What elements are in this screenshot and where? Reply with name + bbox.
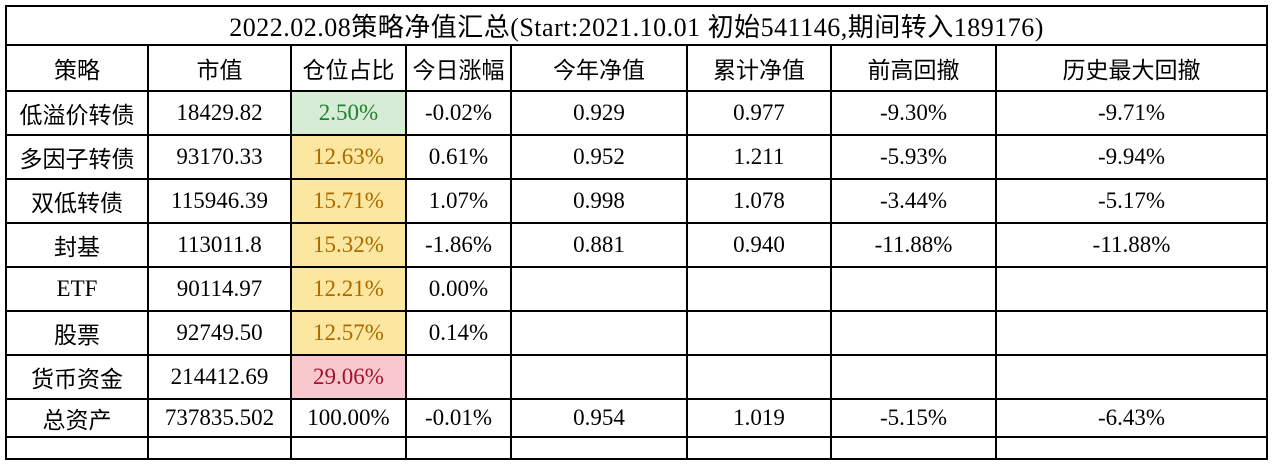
- table-row-0: 低溢价转债 18429.82 2.50% -0.02% 0.929 0.977 -9.30%…: [5, 90, 1269, 136]
- cell-r5-c7: [994, 310, 1269, 356]
- partial-cell-c5: [686, 436, 832, 460]
- cell-r4-c4: [510, 266, 688, 312]
- cell-r2-c2: 15.71%: [290, 178, 407, 224]
- cell-r3-c2: 15.32%: [290, 222, 407, 268]
- cell-r6-c7: [994, 354, 1269, 400]
- table-row-1: 多因子转债 93170.33 12.63% 0.61% 0.952 1.211 -5.93%…: [5, 134, 1269, 180]
- cell-r5-c1: 92749.50: [147, 310, 292, 356]
- cell-r4-c7: [994, 266, 1269, 312]
- table-row-2: 双低转债 115946.39 15.71% 1.07% 0.998 1.078 -3.44%…: [5, 178, 1269, 224]
- cell-r1-c5: 1.211: [686, 134, 832, 180]
- table-row-5: 股票 92749.50 12.57% 0.14%: [5, 310, 1269, 356]
- partial-cell-c4: [510, 436, 688, 460]
- cell-r7-c1: 737835.502: [147, 398, 292, 438]
- cell-r1-c2: 12.63%: [290, 134, 407, 180]
- cell-r4-c3: 0.00%: [405, 266, 512, 312]
- cell-r7-c4: 0.954: [510, 398, 688, 438]
- cell-r0-c4: 0.929: [510, 90, 688, 136]
- column-header-6: 前高回撤: [830, 44, 997, 92]
- cell-r7-c7: -6.43%: [994, 398, 1269, 438]
- cell-r3-c0: 封基: [5, 222, 149, 268]
- cell-r1-c7: -9.94%: [994, 134, 1269, 180]
- cell-r4-c6: [830, 266, 997, 312]
- cell-r3-c7: -11.88%: [994, 222, 1269, 268]
- cell-r3-c3: -1.86%: [405, 222, 512, 268]
- cell-r6-c6: [830, 354, 997, 400]
- cell-r5-c3: 0.14%: [405, 310, 512, 356]
- cell-r3-c5: 0.940: [686, 222, 832, 268]
- cell-r0-c5: 0.977: [686, 90, 832, 136]
- title-row: 2022.02.08策略净值汇总(Start:2021.10.01 初始5411…: [4, 5, 1269, 46]
- cell-r6-c3: [405, 354, 512, 400]
- table-row-7: 总资产 737835.502 100.00% -0.01% 0.954 1.019 -5.1…: [5, 398, 1269, 438]
- cell-r5-c2: 12.57%: [290, 310, 407, 356]
- column-header-3: 今日涨幅: [405, 44, 512, 92]
- cell-r7-c0: 总资产: [5, 398, 149, 438]
- column-header-5: 累计净值: [686, 44, 832, 92]
- column-header-2: 仓位占比: [290, 44, 407, 92]
- table-row-3: 封基 113011.8 15.32% -1.86% 0.881 0.940 -11.88% -…: [5, 222, 1269, 268]
- partial-cell-c1: [147, 436, 292, 460]
- column-header-4: 今年净值: [510, 44, 688, 92]
- cell-r4-c2: 12.21%: [290, 266, 407, 312]
- column-header-0: 策略: [5, 44, 149, 92]
- cell-r0-c6: -9.30%: [830, 90, 997, 136]
- cell-r5-c6: [830, 310, 997, 356]
- cell-r6-c2: 29.06%: [290, 354, 407, 400]
- header-row: 策略 市值 仓位占比 今日涨幅 今年净值 累计净值 前高回撤 历史最大回撤: [5, 44, 1269, 92]
- cell-r4-c0: ETF: [5, 266, 149, 312]
- cell-r2-c3: 1.07%: [405, 178, 512, 224]
- cell-r7-c5: 1.019: [686, 398, 832, 438]
- cell-r2-c6: -3.44%: [830, 178, 997, 224]
- partial-cell-c2: [290, 436, 407, 460]
- cell-r5-c0: 股票: [5, 310, 149, 356]
- cell-r1-c6: -5.93%: [830, 134, 997, 180]
- cell-r7-c6: -5.15%: [830, 398, 997, 438]
- cell-r2-c0: 双低转债: [5, 178, 149, 224]
- cell-r0-c1: 18429.82: [147, 90, 292, 136]
- cell-r0-c2: 2.50%: [290, 90, 407, 136]
- cell-r1-c3: 0.61%: [405, 134, 512, 180]
- table-row-6: 货币资金 214412.69 29.06%: [5, 354, 1269, 400]
- cell-r0-c0: 低溢价转债: [5, 90, 149, 136]
- cell-r0-c3: -0.02%: [405, 90, 512, 136]
- cell-r4-c1: 90114.97: [147, 266, 292, 312]
- cell-r7-c3: -0.01%: [405, 398, 512, 438]
- cell-r5-c5: [686, 310, 832, 356]
- strategy-nav-summary-table: 2022.02.08策略净值汇总(Start:2021.10.01 初始5411…: [4, 5, 1269, 460]
- cell-r0-c7: -9.71%: [994, 90, 1269, 136]
- partial-cell-c6: [830, 436, 997, 460]
- cell-r5-c4: [510, 310, 688, 356]
- cell-r1-c0: 多因子转债: [5, 134, 149, 180]
- partial-cell-c0: [5, 436, 149, 460]
- cell-r3-c1: 113011.8: [147, 222, 292, 268]
- cell-r2-c1: 115946.39: [147, 178, 292, 224]
- cell-r6-c4: [510, 354, 688, 400]
- cell-r6-c0: 货币资金: [5, 354, 149, 400]
- cell-r7-c2: 100.00%: [290, 398, 407, 438]
- cell-r2-c4: 0.998: [510, 178, 688, 224]
- column-header-1: 市值: [147, 44, 292, 92]
- cell-r6-c5: [686, 354, 832, 400]
- column-header-7: 历史最大回撤: [994, 44, 1269, 92]
- cell-r2-c7: -5.17%: [994, 178, 1269, 224]
- table-row-4: ETF 90114.97 12.21% 0.00%: [5, 266, 1269, 312]
- partial-cell-c3: [405, 436, 512, 460]
- cell-r3-c4: 0.881: [510, 222, 688, 268]
- cell-r3-c6: -11.88%: [830, 222, 997, 268]
- cell-r4-c5: [686, 266, 832, 312]
- partial-cell-c7: [994, 436, 1269, 460]
- cell-r1-c4: 0.952: [510, 134, 688, 180]
- partial-row: [5, 436, 1269, 460]
- cell-r6-c1: 214412.69: [147, 354, 292, 400]
- table-title: 2022.02.08策略净值汇总(Start:2021.10.01 初始5411…: [4, 5, 1269, 46]
- cell-r1-c1: 93170.33: [147, 134, 292, 180]
- cell-r2-c5: 1.078: [686, 178, 832, 224]
